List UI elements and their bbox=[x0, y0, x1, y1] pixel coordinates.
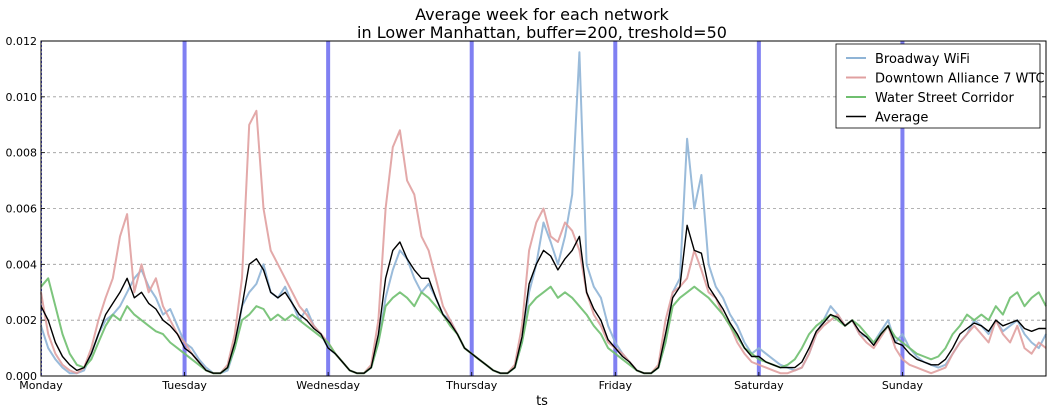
x-tick-label: Thursday bbox=[445, 379, 498, 392]
x-tick-label: Saturday bbox=[734, 379, 784, 392]
x-tick-label: Sunday bbox=[882, 379, 924, 392]
x-tick-label: Wednesday bbox=[296, 379, 360, 392]
legend-label: Downtown Alliance 7 WTC bbox=[875, 72, 1045, 87]
legend-box bbox=[835, 43, 1041, 129]
x-tick-label: Friday bbox=[599, 379, 633, 392]
y-axis-ticks: 0.000 0.002 0.004 0.006 0.008 0.010 0.012 bbox=[6, 35, 1046, 383]
y-tick-label: 0.008 bbox=[6, 147, 38, 160]
legend-label: Broadway WiFi bbox=[875, 52, 970, 67]
y-tick-label: 0.010 bbox=[6, 91, 38, 104]
y-tick-label: 0.000 bbox=[6, 370, 38, 383]
legend-label: Average bbox=[875, 111, 928, 126]
chart-title-line-2: in Lower Manhattan, buffer=200, treshold… bbox=[357, 23, 727, 42]
x-axis-ticks: Monday Tuesday Wednesday Thursday Friday Satu… bbox=[19, 372, 923, 392]
day-marker-line bbox=[326, 41, 331, 376]
day-marker-line bbox=[469, 41, 474, 376]
series-line-broadway-wifi bbox=[40, 51, 1047, 375]
day-marker-line bbox=[900, 41, 905, 376]
x-tick-label: Tuesday bbox=[161, 379, 207, 392]
y-tick-label: 0.002 bbox=[6, 314, 38, 327]
series-line-average bbox=[40, 224, 1046, 374]
day-marker-line bbox=[756, 41, 761, 376]
x-axis-label: ts bbox=[536, 394, 548, 409]
day-markers bbox=[41, 41, 905, 376]
chart-title-line-1: Average week for each network bbox=[415, 5, 669, 24]
y-tick-label: 0.004 bbox=[6, 258, 38, 271]
x-tick-label: Monday bbox=[19, 379, 63, 392]
day-marker-line bbox=[182, 41, 187, 376]
legend: Broadway WiFi Downtown Alliance 7 WTC Wate… bbox=[835, 43, 1045, 129]
series-lines bbox=[40, 51, 1047, 375]
day-marker-line bbox=[613, 41, 618, 376]
y-tick-label: 0.012 bbox=[6, 35, 38, 48]
y-tick-label: 0.006 bbox=[6, 203, 38, 216]
legend-label: Water Street Corridor bbox=[875, 91, 1015, 106]
